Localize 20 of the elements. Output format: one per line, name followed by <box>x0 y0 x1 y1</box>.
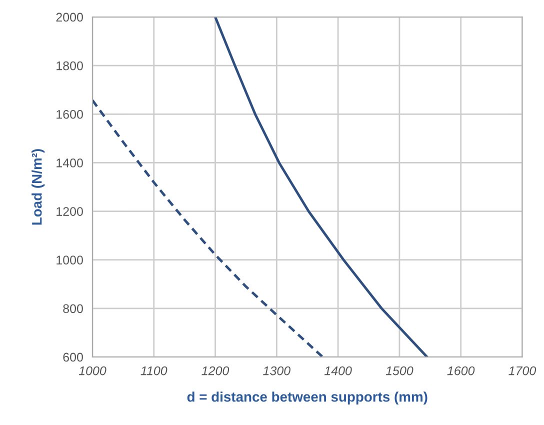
x-tick-label: 1300 <box>263 366 290 376</box>
x-tick-label: 1500 <box>386 366 414 376</box>
line-series <box>214 17 428 357</box>
x-tick-label: 1700 <box>508 366 536 376</box>
y-tick-label: 1600 <box>56 110 83 119</box>
y-tick-label: 800 <box>63 304 83 314</box>
y-tick-label: 1400 <box>56 158 83 168</box>
x-tick-label: 1200 <box>202 366 230 376</box>
line-series <box>92 99 324 357</box>
y-axis-title: Load (N/m²) <box>32 149 45 225</box>
x-tick-label: 1100 <box>140 366 168 376</box>
y-tick-label: 1000 <box>56 256 83 265</box>
x-tick-label: 1400 <box>324 366 352 376</box>
x-tick-label: 1600 <box>447 366 475 376</box>
x-tick-label: 1000 <box>78 366 106 376</box>
y-tick-label: 2000 <box>56 12 83 22</box>
y-tick-label: 1800 <box>56 61 83 70</box>
y-tick-label: 1200 <box>56 207 83 216</box>
x-axis-title: d = distance between supports (mm) <box>187 392 428 405</box>
y-tick-label: 600 <box>63 352 83 362</box>
